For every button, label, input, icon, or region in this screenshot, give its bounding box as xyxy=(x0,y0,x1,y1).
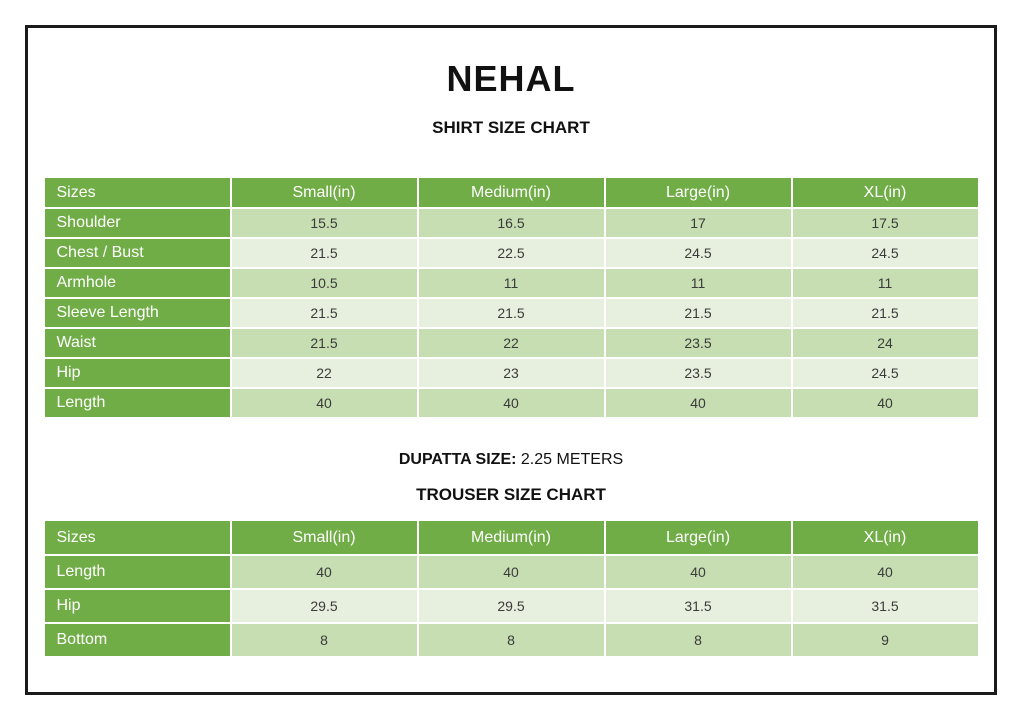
value-cell: 9 xyxy=(790,622,980,658)
value-cell: 23.5 xyxy=(603,327,793,359)
value-cell: 21.5 xyxy=(229,237,419,269)
size-column-header: Small(in) xyxy=(229,176,419,209)
table-row: Hip 29.5 29.5 31.5 31.5 xyxy=(42,588,980,624)
value-cell: 21.5 xyxy=(790,297,980,329)
table-row: Waist 21.5 22 23.5 24 xyxy=(42,327,980,359)
value-cell: 24.5 xyxy=(603,237,793,269)
value-cell: 21.5 xyxy=(229,327,419,359)
row-label-cell: Length xyxy=(42,387,232,419)
shirt-chart-title: SHIRT SIZE CHART xyxy=(432,118,590,137)
table-row: Shoulder 15.5 16.5 17 17.5 xyxy=(42,207,980,239)
value-cell: 8 xyxy=(416,622,606,658)
table-row: Length 40 40 40 40 xyxy=(42,387,980,419)
value-cell: 21.5 xyxy=(416,297,606,329)
value-cell: 40 xyxy=(790,387,980,419)
value-cell: 40 xyxy=(229,387,419,419)
value-cell: 40 xyxy=(229,554,419,590)
row-label-cell: Chest / Bust xyxy=(42,237,232,269)
value-cell: 23.5 xyxy=(603,357,793,389)
value-cell: 24 xyxy=(790,327,980,359)
table-row: Armhole 10.5 11 11 11 xyxy=(42,267,980,299)
value-cell: 31.5 xyxy=(603,588,793,624)
trouser-table-body: Length 40 40 40 40 Hip 29.5 29.5 31.5 31.5 Bottom 8… xyxy=(42,554,980,658)
value-cell: 40 xyxy=(416,554,606,590)
value-cell: 23 xyxy=(416,357,606,389)
header-row: Sizes Small(in) Medium(in) Large(in) XL(in) xyxy=(42,176,980,209)
trouser-chart-title: TROUSER SIZE CHART xyxy=(416,485,606,504)
value-cell: 40 xyxy=(603,387,793,419)
dupatta-size-label: DUPATTA SIZE: xyxy=(398,451,517,468)
value-cell: 11 xyxy=(603,267,793,299)
value-cell: 21.5 xyxy=(229,297,419,329)
value-cell: 17.5 xyxy=(790,207,980,239)
value-cell: 31.5 xyxy=(790,588,980,624)
shirt-size-chart-table: Sizes Small(in) Medium(in) Large(in) XL(in) … xyxy=(42,176,980,419)
brand-title: NEHAL xyxy=(446,58,576,99)
size-column-header: Large(in) xyxy=(603,176,793,209)
value-cell: 29.5 xyxy=(229,588,419,624)
value-cell: 8 xyxy=(229,622,419,658)
size-column-header: Large(in) xyxy=(603,519,793,556)
value-cell: 17 xyxy=(603,207,793,239)
table-row: Sleeve Length 21.5 21.5 21.5 21.5 xyxy=(42,297,980,329)
value-cell: 40 xyxy=(416,387,606,419)
value-cell: 40 xyxy=(603,554,793,590)
value-cell: 24.5 xyxy=(790,357,980,389)
header-row: Sizes Small(in) Medium(in) Large(in) XL(in) xyxy=(42,519,980,556)
value-cell: 24.5 xyxy=(790,237,980,269)
value-cell: 11 xyxy=(416,267,606,299)
value-cell: 29.5 xyxy=(416,588,606,624)
trouser-table-header: Sizes Small(in) Medium(in) Large(in) XL(in) xyxy=(42,519,980,556)
dupatta-size-value: 2.25 METERS xyxy=(520,451,624,468)
row-label-cell: Waist xyxy=(42,327,232,359)
value-cell: 22 xyxy=(229,357,419,389)
dupatta-size-line: DUPATTA SIZE: 2.25 METERS xyxy=(28,451,994,469)
value-cell: 15.5 xyxy=(229,207,419,239)
shirt-table-header: Sizes Small(in) Medium(in) Large(in) XL(in) xyxy=(42,176,980,209)
value-cell: 22 xyxy=(416,327,606,359)
table-row: Hip 22 23 23.5 24.5 xyxy=(42,357,980,389)
row-label-cell: Length xyxy=(42,554,232,590)
size-column-header: XL(in) xyxy=(790,519,980,556)
row-label-cell: Shoulder xyxy=(42,207,232,239)
value-cell: 16.5 xyxy=(416,207,606,239)
shirt-table-body: Shoulder 15.5 16.5 17 17.5 Chest / Bust 21.5 22… xyxy=(42,207,980,419)
value-cell: 21.5 xyxy=(603,297,793,329)
table-row: Bottom 8 8 8 9 xyxy=(42,622,980,658)
size-column-header: Medium(in) xyxy=(416,176,606,209)
value-cell: 10.5 xyxy=(229,267,419,299)
row-label-cell: Hip xyxy=(42,588,232,624)
value-cell: 8 xyxy=(603,622,793,658)
value-cell: 11 xyxy=(790,267,980,299)
table-row: Length 40 40 40 40 xyxy=(42,554,980,590)
size-column-header: Medium(in) xyxy=(416,519,606,556)
sizes-column-header: Sizes xyxy=(42,176,232,209)
sizes-column-header: Sizes xyxy=(42,519,232,556)
row-label-cell: Armhole xyxy=(42,267,232,299)
value-cell: 22.5 xyxy=(416,237,606,269)
trouser-size-chart-table: Sizes Small(in) Medium(in) Large(in) XL(in) … xyxy=(42,519,980,658)
row-label-cell: Hip xyxy=(42,357,232,389)
size-column-header: Small(in) xyxy=(229,519,419,556)
row-label-cell: Sleeve Length xyxy=(42,297,232,329)
row-label-cell: Bottom xyxy=(42,622,232,658)
size-column-header: XL(in) xyxy=(790,176,980,209)
value-cell: 40 xyxy=(790,554,980,590)
page-border-frame: NEHAL SHIRT SIZE CHART Sizes Small(in) Med… xyxy=(25,25,997,695)
table-row: Chest / Bust 21.5 22.5 24.5 24.5 xyxy=(42,237,980,269)
